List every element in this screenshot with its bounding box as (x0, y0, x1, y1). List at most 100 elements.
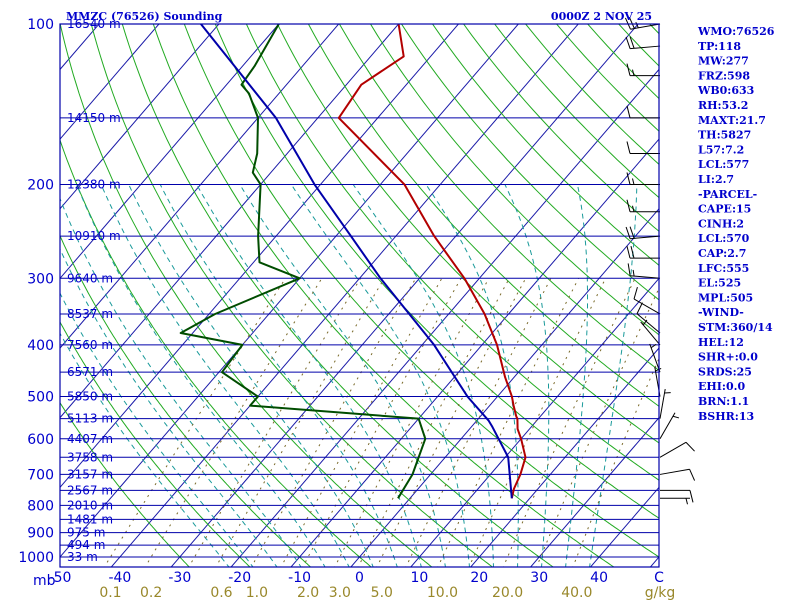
mixing-ratio-line (103, 278, 286, 567)
index-line: EL:525 (698, 277, 741, 290)
isotherm-line (60, 24, 520, 558)
dry-adiabat-line (555, 24, 659, 132)
height-label: 9640 m (67, 271, 113, 285)
sounding-time: 0000Z 2 NOV 25 (551, 10, 652, 23)
index-line: SHR+:0.0 (698, 351, 758, 364)
mixing-ratio-line (376, 278, 527, 567)
index-line: FRZ:598 (698, 69, 750, 82)
wind-barb (624, 17, 661, 30)
dry-adiabat-line (121, 24, 554, 567)
height-label: 4407 m (67, 432, 113, 446)
wind-barb (626, 246, 660, 259)
mixing-ratio-tick-label: 0.6 (210, 585, 232, 600)
temperature-labels: -50 -40 -30 -20 -10 0 10 20 30 40 C (49, 570, 665, 586)
wind-barb (659, 468, 696, 481)
moist-adiabat-line (100, 184, 350, 567)
index-line: TH:5827 (698, 129, 751, 142)
mixing-ratio-line (302, 278, 462, 567)
height-label: 2567 m (67, 483, 113, 497)
isotherm-line (60, 24, 280, 280)
index-line: CAPE:15 (698, 203, 751, 216)
dry-adiabat-line (60, 24, 433, 567)
index-line: BSHR:13 (698, 410, 754, 423)
parcel-trace (200, 24, 513, 499)
height-label: 1481 m (67, 512, 113, 526)
mixing-ratio-labels: 0.1 0.2 0.6 1.0 2.0 3.0 5.0 10.0 20.0 40.0 g/kg (99, 585, 675, 600)
height-label: 14150 m (67, 111, 121, 125)
wind-barb (636, 302, 661, 334)
mixing-ratio-line (280, 278, 443, 567)
temperature-tick-label: -30 (168, 570, 191, 586)
isotherm-line (110, 24, 579, 567)
mixing-ratio-line (250, 278, 417, 567)
wind-barb (660, 497, 690, 505)
station-title: MMZC (76526) Sounding (66, 10, 223, 23)
dry-adiabat-line (183, 24, 659, 558)
isotherm-line (60, 24, 460, 489)
wind-barb (627, 263, 661, 279)
height-label: 5850 m (67, 390, 113, 404)
wind-barb (626, 63, 660, 77)
index-line: CAP:2.7 (698, 247, 746, 260)
index-line: L57:7.2 (698, 143, 744, 156)
height-label: 12380 m (67, 177, 121, 191)
dry-adiabat-lines (60, 24, 659, 567)
dry-adiabat-line (400, 24, 659, 301)
mixing-ratio-line (405, 278, 552, 567)
temperature-tick-label: -20 (228, 570, 251, 586)
isotherm-line (350, 207, 659, 567)
height-label: 33 m (67, 550, 98, 564)
mixing-ratio-lines (103, 278, 659, 567)
moist-adiabat-line (589, 184, 638, 567)
isotherm-line (529, 416, 659, 567)
mixing-ratio-tick-label: 10.0 (427, 585, 458, 600)
wind-barb (649, 343, 661, 373)
wind-barb (626, 141, 660, 155)
pressure-labels: 100 200 300 400 500 600 700 800 900 1000 mb (18, 17, 55, 589)
index-line: LCL:570 (698, 232, 750, 245)
index-line: HEL:12 (698, 336, 744, 349)
index-line: LFC:555 (698, 262, 749, 275)
dry-adiabat-line (307, 24, 659, 407)
height-label: 975 m (67, 526, 105, 540)
mixing-ratio-tick-label: 0.2 (140, 585, 162, 600)
mixing-ratio-line (536, 287, 659, 567)
height-label: 7560 m (67, 338, 113, 352)
moist-adiabat-line (290, 184, 470, 567)
index-line: MAXT:21.7 (698, 114, 766, 127)
mixing-ratio-line (215, 278, 385, 567)
index-line: WB0:633 (697, 84, 754, 97)
temperature-unit-label: C (654, 570, 664, 586)
mixing-ratio-tick-label: 1.0 (246, 585, 268, 600)
wind-barb (659, 412, 680, 440)
wind-barb (626, 105, 660, 119)
temperature-trace (337, 24, 527, 499)
pressure-unit-label: mb (33, 573, 56, 589)
wind-barb (640, 319, 661, 346)
moist-adiabat-line (60, 332, 230, 567)
moist-adiabat-line (239, 184, 446, 567)
dry-adiabat-line (60, 401, 190, 567)
isotherm-line (0, 12, 49, 568)
index-line: MW:277 (698, 55, 749, 68)
dry-adiabat-line (90, 24, 494, 567)
index-line: LCL:577 (698, 158, 749, 171)
index-line: RH:53.2 (698, 99, 748, 112)
dry-adiabat-line (524, 24, 659, 165)
pressure-tick-label: 900 (27, 526, 54, 542)
isotherm-line (290, 138, 659, 567)
isotherm-line (60, 24, 340, 349)
wind-barb (626, 199, 660, 213)
wind-barb (659, 441, 695, 458)
isotherm-line (60, 24, 160, 140)
dry-adiabat-line (431, 24, 659, 266)
height-label: 16540 m (67, 17, 121, 31)
index-line: -PARCEL- (698, 188, 757, 201)
mixing-ratio-line (468, 278, 607, 567)
wind-barbs (624, 17, 696, 505)
mixing-ratio-tick-label: 0.1 (99, 585, 121, 600)
isotherm-lines (0, 12, 659, 568)
index-line: STM:360/14 (698, 321, 773, 334)
dewpoint-trace (179, 24, 427, 499)
mixing-ratio-line (502, 278, 636, 567)
